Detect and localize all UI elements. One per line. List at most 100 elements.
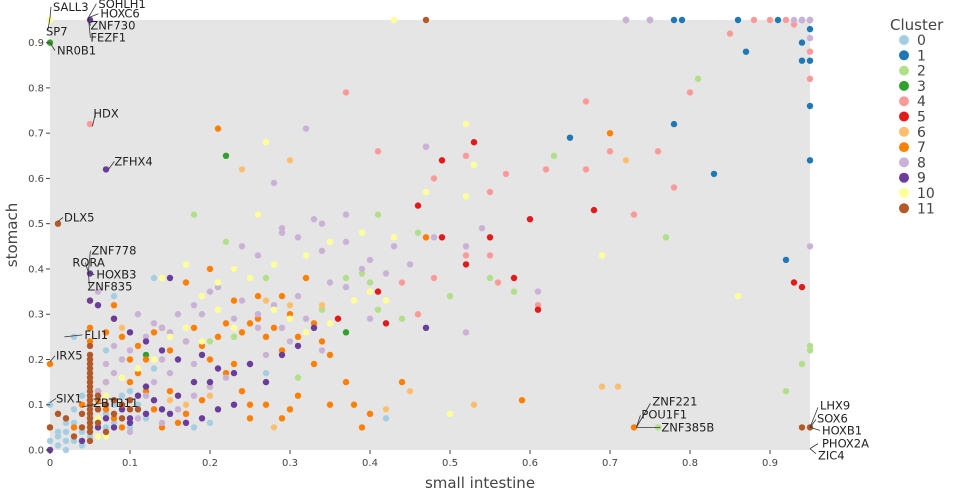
point-cluster-8 xyxy=(270,302,278,309)
point-cluster-11 xyxy=(86,378,94,386)
point-cluster-11 xyxy=(126,397,134,404)
point-cluster-8 xyxy=(366,315,374,322)
point-cluster-0 xyxy=(142,415,150,422)
point-cluster-0 xyxy=(62,419,70,426)
point-cluster-8 xyxy=(182,338,190,345)
annotation-leader xyxy=(88,272,95,275)
point-cluster-7 xyxy=(518,397,526,404)
point-cluster-8 xyxy=(622,16,630,24)
point-cluster-8 xyxy=(102,360,110,368)
point-cluster-11 xyxy=(70,433,78,440)
point-cluster-8 xyxy=(406,261,414,268)
point-cluster-7 xyxy=(318,338,326,345)
point-cluster-11 xyxy=(94,392,102,399)
point-cluster-8 xyxy=(462,243,470,250)
point-cluster-4 xyxy=(462,252,470,259)
point-cluster-5 xyxy=(382,320,390,327)
point-cluster-4 xyxy=(790,21,798,28)
point-cluster-0 xyxy=(70,406,78,413)
point-cluster-2 xyxy=(806,347,814,354)
legend-marker xyxy=(899,65,909,76)
annotation-leader xyxy=(636,415,641,428)
annotation-leader xyxy=(57,217,64,222)
legend-marker xyxy=(899,157,909,168)
point-cluster-5 xyxy=(374,288,382,295)
point-cluster-8 xyxy=(342,238,350,245)
point-cluster-8 xyxy=(158,324,166,331)
legend-marker xyxy=(899,50,909,61)
point-cluster-10 xyxy=(462,193,470,200)
point-cluster-9 xyxy=(102,166,110,173)
annotation-label: PHOX2A xyxy=(822,437,869,451)
point-cluster-7 xyxy=(126,378,134,386)
point-cluster-1 xyxy=(806,157,814,164)
x-tick-label: 0.2 xyxy=(202,458,218,469)
point-cluster-1 xyxy=(670,120,678,128)
point-cluster-8 xyxy=(358,265,366,273)
point-cluster-9 xyxy=(126,415,134,422)
point-cluster-4 xyxy=(86,120,94,128)
point-cluster-4 xyxy=(806,75,814,83)
point-cluster-2 xyxy=(230,333,238,340)
legend-title: Cluster xyxy=(890,16,944,34)
point-cluster-7 xyxy=(150,406,158,413)
point-cluster-10 xyxy=(150,356,158,363)
point-cluster-5 xyxy=(526,216,534,223)
point-cluster-8 xyxy=(206,383,214,390)
point-cluster-8 xyxy=(190,360,198,368)
point-cluster-0 xyxy=(62,437,70,445)
point-cluster-7 xyxy=(182,279,190,286)
point-cluster-1 xyxy=(806,25,814,33)
point-cluster-1 xyxy=(710,170,718,178)
point-cluster-0 xyxy=(206,419,214,426)
point-cluster-10 xyxy=(382,297,390,304)
point-cluster-5 xyxy=(534,306,542,313)
y-axis-title: stomach xyxy=(3,203,21,267)
point-cluster-8 xyxy=(142,392,150,399)
point-cluster-7 xyxy=(118,333,126,340)
point-cluster-9 xyxy=(166,410,174,417)
point-cluster-4 xyxy=(342,89,350,96)
point-cluster-5 xyxy=(462,261,470,268)
point-cluster-9 xyxy=(422,324,430,331)
point-cluster-8 xyxy=(254,252,262,259)
point-cluster-9 xyxy=(142,410,150,417)
point-cluster-8 xyxy=(190,392,198,399)
point-cluster-8 xyxy=(430,234,438,241)
point-cluster-8 xyxy=(342,283,350,291)
point-cluster-4 xyxy=(542,166,550,173)
annotation-leader xyxy=(85,262,89,273)
point-cluster-0 xyxy=(102,424,110,431)
point-cluster-4 xyxy=(374,148,382,155)
point-cluster-4 xyxy=(782,16,790,24)
point-cluster-6 xyxy=(614,383,622,390)
point-cluster-0 xyxy=(110,401,118,408)
legend-label: 11 xyxy=(917,201,935,217)
point-cluster-11 xyxy=(86,369,94,377)
annotation-leader xyxy=(64,334,83,338)
point-cluster-7 xyxy=(294,333,302,340)
point-cluster-7 xyxy=(230,360,238,368)
point-cluster-2 xyxy=(806,342,814,350)
annotation-leader xyxy=(49,355,56,362)
point-cluster-4 xyxy=(502,170,510,178)
point-cluster-11 xyxy=(86,428,94,436)
point-cluster-6 xyxy=(286,302,294,309)
point-cluster-6 xyxy=(470,401,478,408)
point-cluster-7 xyxy=(294,392,302,399)
legend-label: 3 xyxy=(917,79,926,95)
point-cluster-10 xyxy=(390,16,398,24)
x-tick-label: 0.7 xyxy=(602,458,618,469)
point-cluster-9 xyxy=(110,315,118,322)
point-cluster-7 xyxy=(326,401,334,408)
annotation-label: ZNF385B xyxy=(661,420,714,434)
point-cluster-8 xyxy=(150,378,158,386)
point-cluster-6 xyxy=(238,166,246,173)
point-cluster-4 xyxy=(462,152,470,159)
point-cluster-7 xyxy=(262,401,270,408)
point-cluster-0 xyxy=(78,442,86,449)
annotation-leader xyxy=(809,426,821,431)
point-cluster-0 xyxy=(134,401,142,408)
point-cluster-7 xyxy=(246,401,254,408)
